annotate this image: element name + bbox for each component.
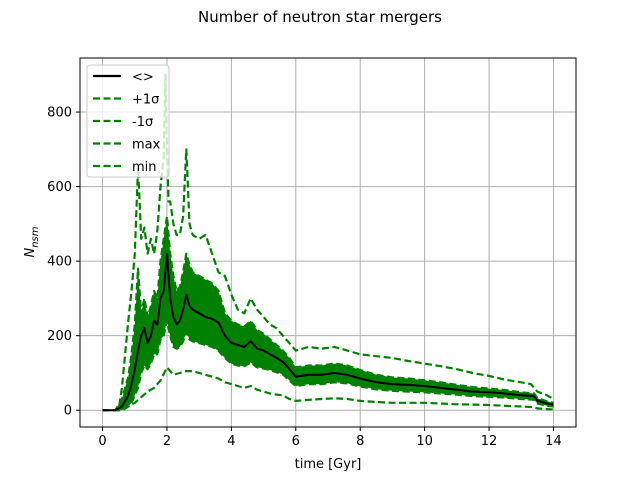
series-line-1: [102, 215, 554, 412]
x-tick-label: 6: [292, 434, 300, 449]
y-axis-label-sub: nsm: [30, 226, 41, 248]
x-tick-label: 14: [545, 434, 562, 449]
series-line-4: [102, 366, 554, 412]
series-line-3: [102, 73, 555, 412]
x-tick-label: 10: [416, 434, 433, 449]
x-tick-label: 0: [98, 434, 106, 449]
y-tick-label: 0: [64, 404, 72, 419]
series-lines: [102, 73, 555, 412]
series-line-0: [102, 252, 554, 412]
axes-frame: [79, 57, 577, 428]
chart-title: Number of neutron star mergers: [198, 8, 442, 26]
x-axis-label: time [Gyr]: [295, 457, 362, 472]
x-tick-label: 12: [481, 434, 498, 449]
y-tick-label: 400: [47, 255, 72, 270]
x-ticks: 0 2 4 6 8 10 12 14: [98, 427, 562, 449]
x-tick-label: 4: [227, 434, 235, 449]
y-tick-label: 200: [47, 329, 72, 344]
x-tick-label: 8: [356, 434, 364, 449]
legend-label: +1σ: [132, 93, 159, 108]
y-tick-label: 600: [47, 180, 72, 195]
y-axis-label-base: N: [23, 248, 38, 258]
y-tick-label: 800: [47, 106, 72, 121]
legend-box: [86, 64, 170, 178]
legend-label: max: [132, 138, 161, 153]
legend-label: -1σ: [132, 115, 153, 130]
legend-label: <>: [132, 70, 154, 85]
series-line-2: [102, 319, 554, 412]
y-ticks: 0 200 400 600 800: [47, 106, 80, 419]
x-tick-label: 2: [163, 434, 171, 449]
legend-label: min: [132, 160, 157, 175]
legend: <> +1σ -1σ max min: [86, 64, 170, 178]
y-axis-label: Nnsm: [23, 226, 41, 257]
